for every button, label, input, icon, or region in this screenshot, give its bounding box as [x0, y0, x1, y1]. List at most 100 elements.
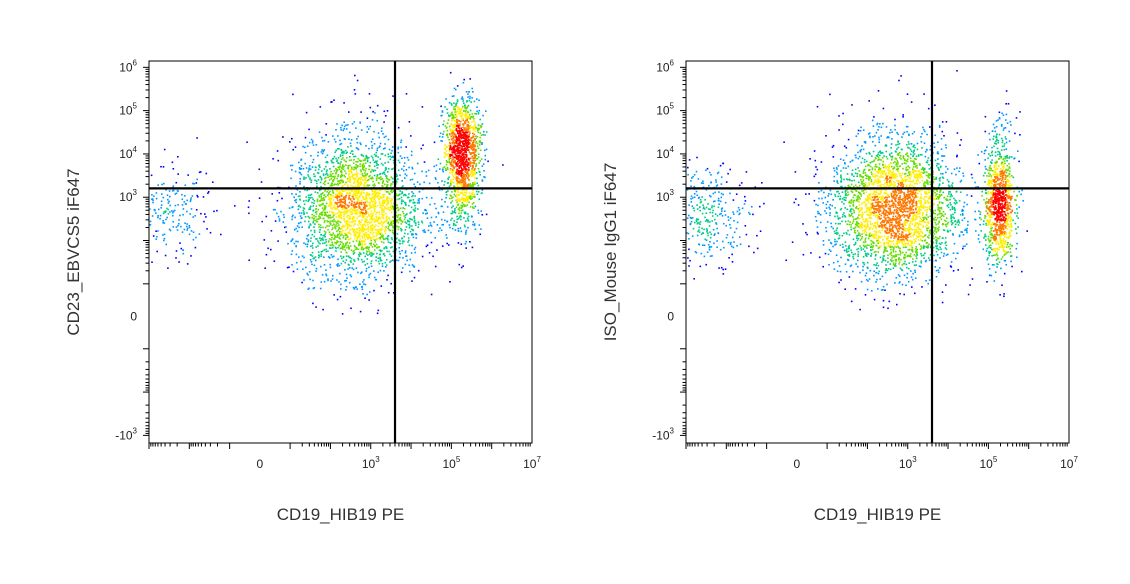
event-dot — [691, 197, 694, 199]
event-dot — [405, 226, 408, 228]
event-dot — [387, 181, 389, 183]
event-dot — [848, 276, 851, 278]
event-dot — [474, 151, 476, 153]
event-dot — [357, 189, 359, 192]
event-dot — [472, 126, 475, 128]
event-dot — [888, 136, 890, 139]
event-dot — [451, 142, 454, 145]
event-dot — [914, 277, 917, 279]
event-dot — [326, 225, 328, 227]
event-dot — [454, 119, 456, 122]
event-dot — [395, 173, 398, 175]
event-dot — [453, 95, 455, 97]
event-dot — [454, 159, 456, 162]
event-dot — [355, 177, 357, 180]
event-dot — [453, 223, 456, 226]
event-dot — [318, 217, 320, 220]
event-dot — [312, 158, 315, 161]
event-dot — [342, 256, 345, 259]
event-dot — [184, 195, 186, 197]
event-dot — [448, 224, 451, 226]
event-dot — [379, 253, 381, 256]
event-dot — [905, 284, 907, 287]
event-dot — [411, 244, 413, 247]
event-dot — [379, 158, 382, 160]
event-dot — [361, 243, 364, 245]
event-dot — [407, 223, 410, 226]
event-dot — [477, 156, 480, 158]
event-dot — [296, 188, 299, 191]
event-dot — [452, 158, 455, 160]
event-dot — [1015, 247, 1018, 250]
event-dot — [472, 141, 475, 144]
event-dot — [346, 177, 349, 180]
event-dot — [345, 164, 347, 166]
event-dot — [455, 173, 457, 175]
event-dot — [961, 208, 964, 211]
tick-base: 10 — [119, 147, 133, 161]
event-dot — [364, 206, 366, 209]
event-dot — [373, 198, 375, 200]
event-dot — [756, 234, 758, 237]
event-dot — [379, 256, 381, 259]
event-dot — [467, 104, 470, 107]
event-dot — [400, 202, 403, 205]
event-dot — [474, 149, 477, 151]
event-dot — [480, 158, 483, 160]
event-dot — [696, 156, 698, 159]
event-dot — [349, 197, 352, 200]
event-dot — [388, 208, 390, 211]
event-dot — [367, 248, 370, 250]
event-dot — [353, 260, 356, 262]
event-dot — [822, 202, 824, 204]
event-dot — [359, 160, 362, 162]
event-dot — [350, 139, 353, 141]
event-dot — [898, 282, 901, 284]
event-dot — [806, 233, 808, 236]
event-dot — [456, 189, 459, 192]
event-dot — [313, 217, 316, 219]
event-dot — [460, 97, 463, 100]
event-dot — [375, 219, 378, 221]
event-dot — [309, 194, 312, 197]
event-dot — [457, 106, 460, 109]
event-dot — [700, 252, 703, 255]
event-dot — [178, 261, 180, 263]
event-dot — [860, 280, 863, 283]
event-dot — [342, 201, 345, 204]
event-dot — [945, 284, 947, 286]
event-dot — [308, 141, 311, 144]
event-dot — [307, 175, 310, 178]
event-dot — [357, 135, 359, 138]
event-dot — [182, 213, 184, 216]
event-dot — [398, 250, 401, 253]
event-dot — [469, 206, 472, 208]
event-dot — [359, 228, 362, 231]
event-dot — [427, 169, 430, 172]
event-dot — [815, 203, 817, 206]
event-dot — [471, 148, 473, 151]
event-dot — [472, 127, 475, 130]
event-dot — [374, 193, 376, 196]
event-dot — [411, 225, 413, 227]
event-dot — [399, 242, 401, 245]
event-dot — [826, 221, 829, 223]
event-dot — [411, 280, 413, 282]
event-dot — [479, 160, 481, 162]
event-dot — [971, 177, 974, 179]
event-dot — [375, 191, 377, 194]
event-dot — [383, 211, 385, 213]
event-dot — [480, 210, 482, 212]
event-dot — [357, 192, 360, 194]
event-dot — [465, 151, 467, 154]
event-dot — [329, 185, 332, 187]
event-dot — [339, 192, 342, 195]
event-dot — [413, 183, 415, 186]
event-dot — [472, 223, 474, 226]
event-dot — [366, 156, 368, 159]
event-dot — [391, 183, 393, 185]
event-dot — [958, 170, 960, 173]
event-dot — [449, 146, 452, 148]
event-dot — [475, 126, 477, 129]
event-dot — [397, 259, 400, 262]
